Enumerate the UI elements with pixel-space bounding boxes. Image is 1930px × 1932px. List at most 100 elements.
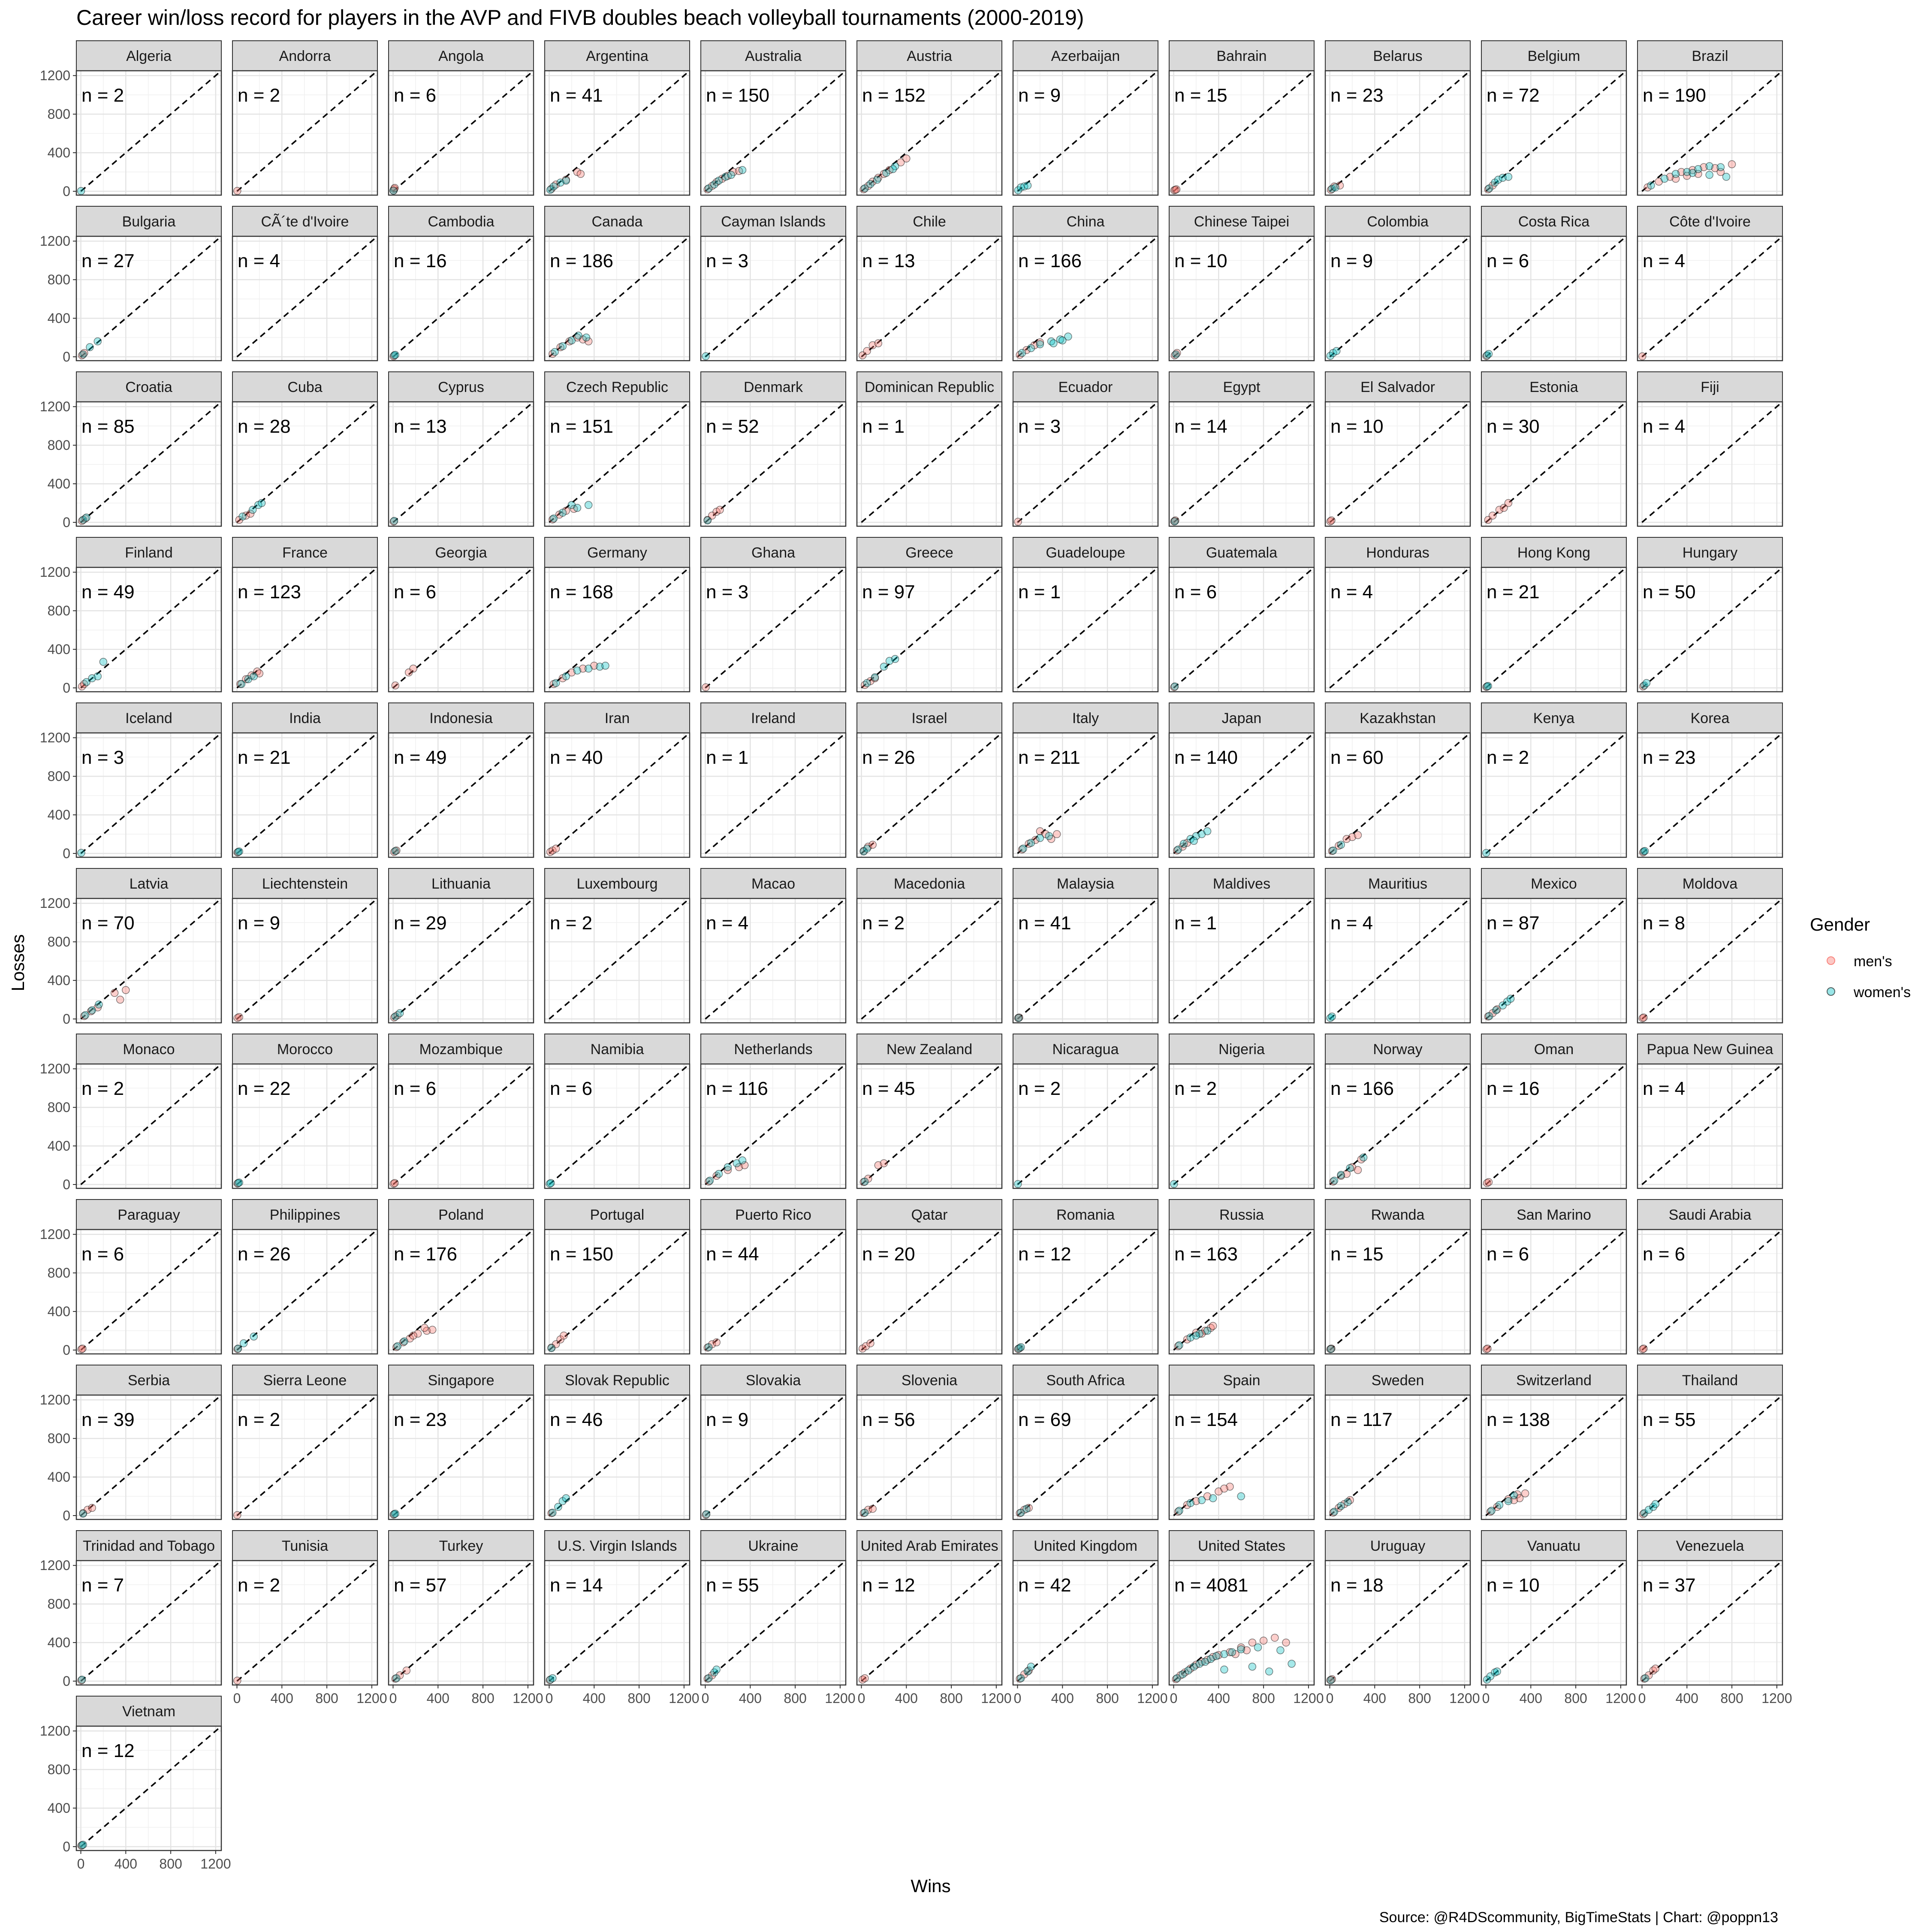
facet-count-label: n = 2: [81, 1078, 124, 1099]
data-point-womens: [1017, 1674, 1025, 1682]
facet-panel-border: [700, 401, 847, 527]
facet-strip-label: Honduras: [1366, 545, 1429, 561]
facet-strip-label: Uruguay: [1370, 1538, 1426, 1554]
y-tick-label: 0: [63, 1011, 70, 1027]
facet-panel: Cyprus n = 13: [388, 371, 534, 527]
facet-strip-label: Hungary: [1683, 545, 1738, 561]
y-tick-label: 0: [63, 1177, 70, 1192]
data-point-mens: [1638, 352, 1647, 361]
facet-strip-label: Australia: [745, 48, 802, 64]
data-point-mens: [1521, 1489, 1529, 1498]
facet-strip-label: India: [289, 710, 321, 726]
y-tick-label: 1200: [40, 730, 70, 745]
facet-strip-label: Greece: [905, 545, 953, 561]
data-point-mens: [861, 1674, 869, 1682]
facet-strip-label: Romania: [1056, 1207, 1115, 1223]
x-tick-label: 0: [1482, 1691, 1490, 1706]
data-point-mens: [122, 986, 130, 994]
data-point-womens: [1487, 1507, 1496, 1515]
data-point-womens: [738, 1156, 747, 1165]
facet-panel-border: [1012, 898, 1159, 1024]
facet-count-label: n = 117: [1330, 1409, 1393, 1430]
x-tick-label: 400: [427, 1691, 449, 1706]
data-point-mens: [1639, 1510, 1647, 1518]
facet-strip-label: Malaysia: [1057, 876, 1114, 892]
facet-panel: Maldives n = 1: [1168, 868, 1315, 1024]
facet-strip: [76, 537, 222, 568]
facet-panel-border: [1168, 401, 1315, 527]
facet-strip-label: Brazil: [1692, 48, 1728, 64]
facet-panel: Luxembourg n = 2: [544, 868, 691, 1024]
facet-strip: [1481, 371, 1627, 402]
facet-panel-border: [856, 70, 1003, 196]
data-point-womens: [1716, 163, 1725, 172]
facet-panel-border: [1481, 1560, 1627, 1686]
facet-strip-label: Ecuador: [1058, 379, 1113, 395]
facet-panel-border: [75, 1063, 222, 1189]
x-tick-label: 800: [627, 1691, 650, 1706]
facet-panel-border: [1637, 1063, 1783, 1189]
data-point-womens: [1036, 340, 1044, 349]
facet-panel-border: [1012, 1229, 1159, 1355]
facet-strip: [856, 868, 1002, 899]
data-point-womens: [1327, 1345, 1335, 1353]
facet-count-label: n = 49: [81, 582, 135, 603]
y-tick-label: 1200: [40, 1558, 70, 1573]
facet-count-label: n = 13: [394, 416, 447, 437]
data-point-womens: [1493, 1667, 1501, 1676]
x-tick-label: 400: [739, 1691, 762, 1706]
data-point-mens: [1271, 1634, 1279, 1642]
facet-count-label: n = 97: [862, 582, 915, 603]
x-tick-label: 0: [233, 1691, 241, 1706]
data-point-mens: [1493, 1005, 1501, 1013]
data-point-mens: [1022, 346, 1031, 354]
facet-panel: Malaysia n = 41: [1012, 868, 1159, 1024]
facet-strip-label: Portugal: [590, 1207, 645, 1223]
data-point-womens: [93, 672, 102, 681]
legend-title: Gender: [1810, 914, 1870, 934]
data-point-womens: [715, 177, 723, 185]
facet-panel-border: [75, 898, 222, 1024]
facet-strip-label: United States: [1198, 1538, 1285, 1554]
facet-panel-border: [1012, 1560, 1159, 1686]
facet-strip-label: Colombia: [1367, 214, 1429, 230]
facet-panel: Côte d'Ivoire n = 4: [1637, 206, 1783, 362]
data-point-womens: [1027, 839, 1035, 847]
data-point-womens: [712, 1665, 721, 1674]
facet-panel: Serbia n = 39 0 400 800 1200: [40, 1365, 222, 1523]
facet-count-label: n = 4081: [1174, 1575, 1248, 1596]
facet-strip-label: Rwanda: [1371, 1207, 1425, 1223]
facet-panel: Monaco n = 2 0 400 800 1200: [40, 1034, 222, 1192]
facet-count-label: n = 150: [550, 1244, 613, 1265]
data-point-womens: [1329, 847, 1337, 855]
data-point-mens: [233, 1676, 241, 1685]
facet-panel: Cayman Islands n = 3: [700, 206, 847, 362]
data-point-womens: [1175, 1507, 1183, 1515]
facet-panel: Slovak Republic n = 46: [544, 1365, 691, 1520]
data-point-womens: [391, 351, 399, 359]
data-point-womens: [705, 184, 713, 193]
facet-count-label: n = 12: [1018, 1244, 1071, 1265]
data-point-mens: [1170, 351, 1179, 359]
data-point-mens: [81, 514, 90, 523]
x-tick-label: 400: [895, 1691, 918, 1706]
y-tick-label: 800: [48, 106, 70, 122]
data-point-womens: [1248, 1663, 1257, 1671]
facet-strip-label: Bahrain: [1216, 48, 1267, 64]
data-point-womens: [1494, 175, 1502, 184]
data-point-womens: [1504, 1497, 1513, 1505]
data-point-womens: [558, 509, 567, 517]
x-tick-label: 1200: [1293, 1691, 1324, 1706]
facet-count-label: n = 72: [1487, 85, 1540, 106]
facet-panel-border: [75, 732, 222, 858]
facet-panel: CÃ´te d'Ivoire n = 4: [232, 206, 378, 362]
facet-count-label: n = 154: [1174, 1409, 1238, 1430]
facet-strip: [1481, 1530, 1627, 1561]
facet-strip: [76, 1530, 222, 1561]
data-point-womens: [1642, 679, 1651, 687]
facet-strip: [544, 1199, 690, 1230]
y-tick-label: 1200: [40, 399, 70, 414]
facet-panel-border: [388, 898, 534, 1024]
facet-panel: Dominican Republic n = 1: [856, 371, 1003, 527]
facet-strip-label: Namibia: [591, 1041, 644, 1058]
